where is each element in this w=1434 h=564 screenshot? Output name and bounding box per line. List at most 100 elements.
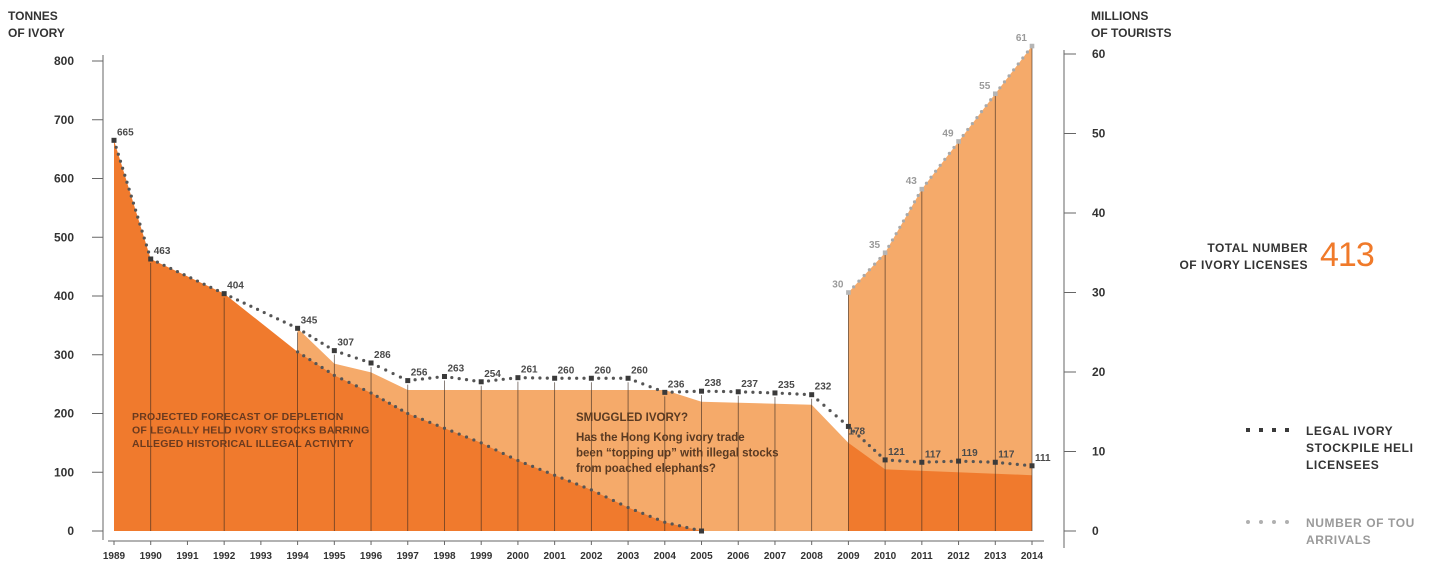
projection-dotted-line-dot bbox=[641, 511, 645, 515]
legal-stock-dotted-line-dot bbox=[326, 345, 330, 349]
projection-dotted-line-dot bbox=[494, 448, 498, 452]
x-tick-label-1990: 1990 bbox=[140, 551, 163, 562]
legal-value-label-1997: 256 bbox=[411, 368, 428, 379]
tourist-value-label-2012: 49 bbox=[942, 128, 954, 139]
tourist-dotted-line-dot bbox=[979, 110, 984, 114]
tourist-dotted-line-dot bbox=[984, 104, 988, 108]
legend-dot bbox=[1272, 428, 1276, 432]
tourist-dotted-line-dot bbox=[901, 219, 906, 223]
legal-value-label-2008: 232 bbox=[815, 382, 832, 393]
legal-point-2008 bbox=[809, 392, 815, 398]
legal-point-2011 bbox=[919, 459, 925, 465]
legend-legal-label-line-2: STOCKPILE HELI bbox=[1306, 441, 1414, 455]
projection-dotted-line-dot bbox=[663, 520, 667, 524]
tourist-dotted-line-dot bbox=[916, 193, 920, 198]
projection-dotted-line-dot bbox=[406, 411, 410, 416]
series-dotted-lines bbox=[111, 43, 1035, 534]
legal-stock-dotted-line-dot bbox=[648, 385, 652, 389]
legal-stock-dotted-line-dot bbox=[597, 376, 601, 380]
legal-stock-dotted-line-dot bbox=[677, 390, 682, 394]
left-tick-label-0: 0 bbox=[67, 524, 74, 538]
legal-stock-dotted-line-dot bbox=[129, 194, 133, 198]
projection-dotted-line-dot bbox=[531, 464, 535, 468]
tourist-value-label-2011: 43 bbox=[906, 176, 918, 187]
chart-areas bbox=[114, 46, 1033, 532]
legal-value-label-1995: 307 bbox=[337, 338, 354, 349]
tourist-value-label-2013: 55 bbox=[979, 81, 991, 92]
legal-stock-dotted-line-dot bbox=[878, 453, 882, 457]
legal-stock-dotted-line-dot bbox=[428, 376, 432, 380]
legal-point-2005 bbox=[699, 388, 705, 394]
projection-dotted-line-dot bbox=[677, 524, 682, 528]
legal-stock-dotted-line-dot bbox=[575, 376, 579, 380]
legal-stock-dotted-line-dot bbox=[780, 391, 784, 395]
projection-dotted-line-dot bbox=[597, 491, 601, 495]
tourist-dotted-line-dot bbox=[1012, 68, 1016, 72]
projection-dotted-line-dot bbox=[553, 473, 557, 477]
projected-stock-area bbox=[114, 140, 702, 531]
projection-dotted-line-dot bbox=[538, 467, 542, 471]
legal-stock-dotted-line-dot bbox=[523, 376, 527, 380]
legal-stock-dotted-line-dot bbox=[195, 279, 200, 283]
legal-point-1999 bbox=[478, 379, 484, 385]
legal-stock-dotted-line-dot bbox=[1001, 461, 1005, 465]
legal-stock-dotted-line-dot bbox=[457, 377, 461, 381]
legal-point-1998 bbox=[441, 373, 447, 379]
tourist-dotted-line-dot bbox=[909, 206, 913, 210]
legend-dot bbox=[1272, 520, 1276, 524]
legal-stock-dotted-line-dot bbox=[144, 243, 148, 247]
legal-stock-dotted-line-dot bbox=[942, 459, 946, 464]
legal-point-2003 bbox=[625, 375, 631, 381]
legal-stock-dotted-line-dot bbox=[862, 439, 866, 443]
tourist-point-2012 bbox=[956, 139, 961, 144]
right-axis-title-line-1: MILLIONS bbox=[1091, 9, 1148, 23]
legal-stock-dotted-line-dot bbox=[314, 337, 318, 342]
legend-dot bbox=[1259, 520, 1263, 524]
projection-annotation-line-3: ALLEGED HISTORICAL ILLEGAL ACTIVITY bbox=[132, 438, 354, 450]
legal-stock-dotted-line-dot bbox=[340, 351, 344, 355]
left-tick-label-800: 800 bbox=[54, 54, 74, 68]
legal-stock-dotted-line-dot bbox=[604, 376, 608, 380]
projection-dotted-line-dot bbox=[633, 508, 638, 513]
tourist-dotted-line-dot bbox=[912, 200, 917, 204]
projection-dotted-line-dot bbox=[604, 495, 608, 499]
legal-stock-dotted-line-dot bbox=[486, 379, 491, 383]
tourist-point-2013 bbox=[992, 91, 998, 97]
tourist-dotted-line-dot bbox=[943, 157, 947, 161]
legal-stock-dotted-line-dot bbox=[215, 288, 220, 293]
legal-stock-dotted-line-dot bbox=[582, 376, 586, 380]
tourist-dotted-line-dot bbox=[894, 232, 898, 236]
tourist-dotted-line-dot bbox=[989, 98, 993, 102]
legal-stock-dotted-line-dot bbox=[282, 320, 286, 324]
legal-stock-dotted-line-dot bbox=[235, 298, 240, 302]
tourist-point-2011 bbox=[919, 186, 925, 192]
legal-point-1992 bbox=[221, 291, 227, 297]
legal-point-2006 bbox=[735, 389, 741, 395]
legal-point-2007 bbox=[772, 390, 778, 396]
legal-stock-dotted-line-dot bbox=[116, 152, 120, 156]
right-tick-label-40: 40 bbox=[1092, 206, 1106, 220]
projection-end-point bbox=[699, 528, 705, 534]
projection-dotted-line-dot bbox=[457, 432, 461, 436]
tourist-dotted-line-dot bbox=[961, 133, 965, 138]
legal-stock-dotted-line-dot bbox=[413, 378, 417, 382]
legal-stock-dotted-line-dot bbox=[347, 353, 351, 358]
legal-stock-dotted-line-dot bbox=[619, 376, 623, 380]
legend-legal-label-line-3: LICENSEES bbox=[1306, 458, 1380, 472]
legal-point-1995 bbox=[331, 348, 337, 354]
legal-value-label-2010: 121 bbox=[888, 447, 905, 458]
projection-dotted-line-dot bbox=[450, 429, 454, 433]
legal-stock-dotted-line-dot bbox=[766, 391, 770, 395]
tourist-dotted-line-dot bbox=[966, 127, 970, 132]
tourist-dotted-line-dot bbox=[929, 175, 933, 179]
left-tick-label-300: 300 bbox=[54, 348, 74, 362]
legal-stock-dotted-line-dot bbox=[1015, 462, 1019, 466]
legal-value-label-2002: 260 bbox=[594, 365, 611, 376]
smuggled-annotation-line-1: Has the Hong Kong ivory trade bbox=[576, 432, 745, 444]
legend-dark-dots-icon bbox=[1246, 428, 1289, 432]
legend-dot bbox=[1259, 428, 1263, 432]
legal-stock-dotted-line-dot bbox=[971, 459, 975, 464]
legal-stock-dotted-line-dot bbox=[376, 364, 380, 369]
x-tick-label-1997: 1997 bbox=[397, 551, 420, 562]
right-tick-label-0: 0 bbox=[1092, 524, 1099, 538]
